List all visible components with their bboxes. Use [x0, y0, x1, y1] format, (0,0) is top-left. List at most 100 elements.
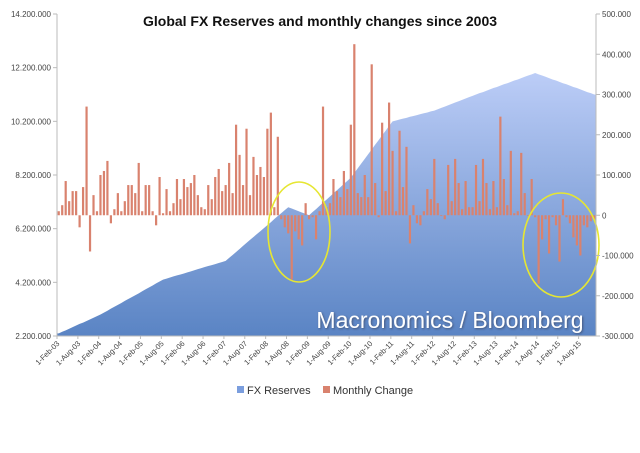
bar-monthly-change [349, 124, 352, 216]
bar-monthly-change [558, 215, 561, 262]
bar-monthly-change [408, 215, 412, 244]
right-tick-label: 100.000 [602, 171, 631, 180]
left-tick-label: 8.200.000 [15, 171, 51, 180]
bar-monthly-change [502, 179, 505, 216]
bar-monthly-change [321, 106, 325, 216]
bar-monthly-change [387, 102, 391, 216]
bar-monthly-change [415, 215, 419, 224]
bar-monthly-change [255, 175, 259, 216]
bar-monthly-change [120, 211, 123, 216]
bar-monthly-change [165, 189, 168, 216]
bar-monthly-change [547, 215, 551, 254]
bar-monthly-change [252, 156, 255, 216]
bar-monthly-change [186, 187, 189, 216]
bar-monthly-change [283, 215, 286, 228]
bar-monthly-change [464, 181, 467, 216]
bar-monthly-change [481, 158, 485, 216]
bar-monthly-change [203, 209, 206, 216]
bar-monthly-change [461, 209, 464, 216]
bar-monthly-change [485, 183, 488, 216]
bar-monthly-change [280, 215, 283, 220]
bar-monthly-change [530, 179, 533, 216]
bar-monthly-change [301, 215, 304, 246]
bar-monthly-change [57, 211, 60, 216]
bar-monthly-change [182, 179, 186, 216]
bar-monthly-change [394, 211, 398, 216]
bar-monthly-change [161, 213, 165, 216]
bar-monthly-change [78, 215, 81, 228]
right-tick-label: -200.000 [602, 292, 634, 301]
bar-monthly-change [370, 64, 373, 216]
bar-monthly-change [398, 130, 401, 216]
bar-monthly-change [151, 211, 154, 216]
annotation-ellipse-2015 [522, 192, 600, 298]
bar-monthly-change [207, 185, 210, 216]
bar-monthly-change [137, 162, 140, 216]
bar-monthly-change [109, 215, 112, 224]
bar-monthly-change [541, 215, 544, 240]
bar-monthly-change [155, 215, 158, 226]
bar-monthly-change [516, 211, 519, 216]
right-tick-label: 500.000 [602, 10, 631, 19]
bar-monthly-change [99, 175, 102, 216]
bar-monthly-change [314, 215, 318, 240]
bar-monthly-change [269, 112, 272, 216]
bar-monthly-change [228, 162, 231, 216]
bar-monthly-change [422, 211, 425, 216]
bar-monthly-change [75, 191, 78, 216]
bar-monthly-change [377, 215, 380, 218]
bar-monthly-change [363, 175, 366, 216]
bar-monthly-change [568, 215, 572, 224]
bar-monthly-change [478, 201, 481, 216]
bar-monthly-change [335, 191, 339, 216]
bar-monthly-change [523, 193, 526, 216]
bar-monthly-change [454, 158, 457, 216]
bar-monthly-change [391, 150, 394, 216]
right-tick-label: -100.000 [602, 252, 634, 261]
bar-monthly-change [339, 197, 342, 216]
bar-monthly-change [248, 195, 252, 216]
bar-monthly-change [520, 152, 523, 216]
bar-monthly-change [158, 177, 161, 216]
bar-monthly-change [266, 128, 269, 216]
watermark: Macronomics / Bloomberg [316, 307, 583, 333]
bar-monthly-change [172, 203, 175, 216]
annotation-ellipse-2008 [267, 181, 331, 283]
bar-monthly-change [123, 201, 126, 216]
right-tick-label: 0 [602, 211, 607, 220]
bar-monthly-change [241, 185, 245, 216]
bar-monthly-change [534, 215, 537, 218]
bar-monthly-change [106, 160, 109, 216]
chart-title: Global FX Reserves and monthly changes s… [143, 13, 497, 29]
bar-monthly-change [405, 146, 408, 216]
bar-monthly-change [527, 215, 530, 217]
bar-monthly-change [234, 124, 238, 216]
bar-monthly-change [130, 185, 133, 216]
bar-monthly-change [374, 183, 377, 216]
bar-monthly-change [92, 195, 95, 216]
bar-monthly-change [367, 197, 370, 216]
bar-monthly-change [506, 205, 509, 216]
bar-monthly-change [467, 207, 471, 216]
bar-monthly-change [589, 215, 592, 222]
bar-monthly-change [102, 170, 106, 216]
bar-monthly-change [499, 116, 502, 216]
bar-monthly-change [238, 154, 241, 216]
bar-monthly-change [593, 215, 596, 220]
right-tick-label: 300.000 [602, 91, 631, 100]
bar-monthly-change [85, 106, 88, 216]
bar-monthly-change [113, 209, 116, 216]
left-tick-label: 4.200.000 [15, 278, 51, 287]
bar-monthly-change [447, 164, 450, 216]
bar-monthly-change [116, 193, 119, 216]
bar-monthly-change [346, 189, 349, 216]
bar-monthly-change [231, 193, 234, 216]
bar-monthly-change [513, 213, 516, 216]
bar-monthly-change [224, 185, 227, 216]
bar-monthly-change [509, 150, 512, 216]
bar-monthly-change [450, 201, 453, 216]
bar-monthly-change [148, 185, 151, 216]
bar-monthly-change [433, 158, 436, 216]
bar-monthly-change [471, 207, 474, 216]
bar-monthly-change [384, 191, 387, 216]
